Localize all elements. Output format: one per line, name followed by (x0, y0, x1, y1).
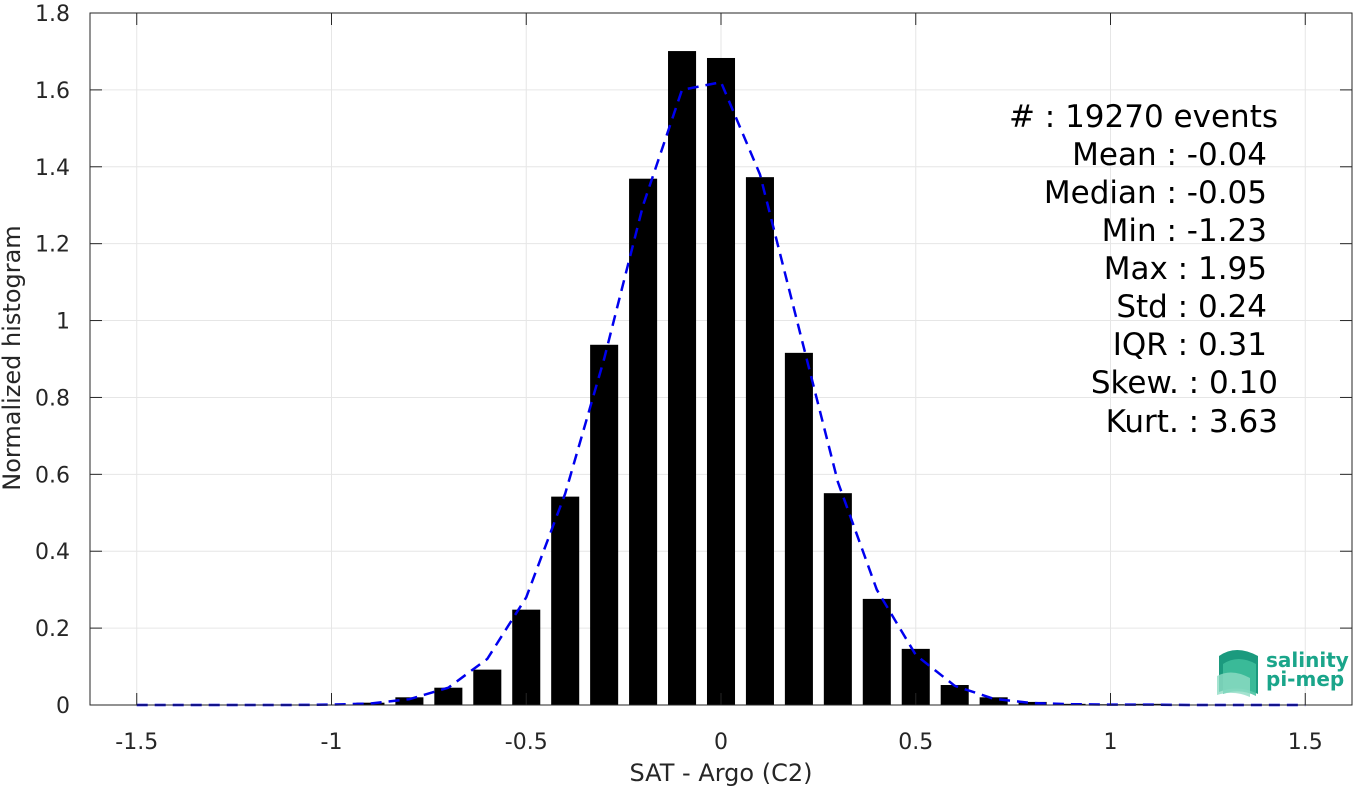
x-tick-label: -0.5 (505, 730, 548, 755)
y-axis-label: Normalized histogram (0, 225, 26, 490)
y-tick-label: 1.2 (35, 233, 70, 258)
histogram-bar (512, 609, 541, 705)
stat-max: Max : 1.95 (1104, 251, 1267, 287)
y-tick-label: 0.4 (35, 540, 70, 565)
stat-count: # : 19270 events (1009, 99, 1278, 135)
stat-kurt: Kurt. : 3.63 (1106, 404, 1278, 440)
y-tick-label: 0.2 (35, 617, 70, 642)
y-tick-label: 0 (56, 694, 70, 719)
histogram-bar (706, 57, 736, 706)
x-tick-label: -1 (321, 730, 343, 755)
histogram-bar (395, 697, 424, 705)
stat-iqr: IQR : 0.31 (1113, 327, 1267, 363)
histogram-bar (629, 178, 658, 705)
x-tick-label: 0.5 (898, 730, 933, 755)
logo-text-salinity: salinity (1266, 648, 1349, 672)
histogram-bar (590, 344, 619, 705)
statistics-box: # : 19270 events Mean : -0.04 Median : -… (1009, 99, 1278, 440)
histogram-bars (317, 51, 1320, 706)
histogram-bar (356, 702, 385, 705)
y-tick-label: 1.4 (35, 156, 70, 181)
y-tick-label: 1.8 (35, 2, 70, 27)
stat-skew: Skew. : 0.10 (1091, 365, 1278, 401)
y-tick-labels: 0 0.2 0.4 0.6 0.8 1 1.2 1.4 1.6 1.8 (35, 2, 70, 719)
histogram-bar (434, 687, 463, 705)
histogram-bar (473, 669, 502, 705)
histogram-bar (668, 51, 697, 706)
stat-min: Min : -1.23 (1102, 213, 1267, 249)
x-tick-labels: -1.5 -1 -0.5 0 0.5 1 1.5 (115, 730, 1322, 755)
salinity-pi-mep-logo: salinity pi-mep (1217, 648, 1349, 697)
histogram-bar (862, 598, 891, 705)
x-tick-label: 0 (714, 730, 728, 755)
histogram-bar (1018, 701, 1047, 705)
y-tick-label: 0.6 (35, 463, 70, 488)
x-tick-label: 1 (1104, 730, 1118, 755)
histogram-bar (940, 685, 969, 705)
x-tick-label: -1.5 (115, 730, 158, 755)
wave-logo-icon (1217, 650, 1258, 697)
histogram-bar (979, 697, 1008, 705)
stat-median: Median : -0.05 (1044, 175, 1267, 211)
histogram-bar (551, 496, 580, 705)
ticks (90, 12, 1352, 706)
y-tick-label: 1 (56, 310, 70, 335)
stat-std: Std : 0.24 (1116, 289, 1267, 325)
histogram-bar (745, 177, 774, 705)
y-tick-label: 0.8 (35, 386, 70, 411)
x-tick-label: 1.5 (1288, 730, 1323, 755)
y-tick-label: 1.6 (35, 79, 70, 104)
x-axis-label: SAT - Argo (C2) (630, 759, 813, 787)
histogram-bar (784, 352, 813, 705)
stat-mean: Mean : -0.04 (1072, 137, 1267, 173)
histogram-bar (823, 493, 852, 705)
logo-text-pi-mep: pi-mep (1266, 667, 1344, 691)
